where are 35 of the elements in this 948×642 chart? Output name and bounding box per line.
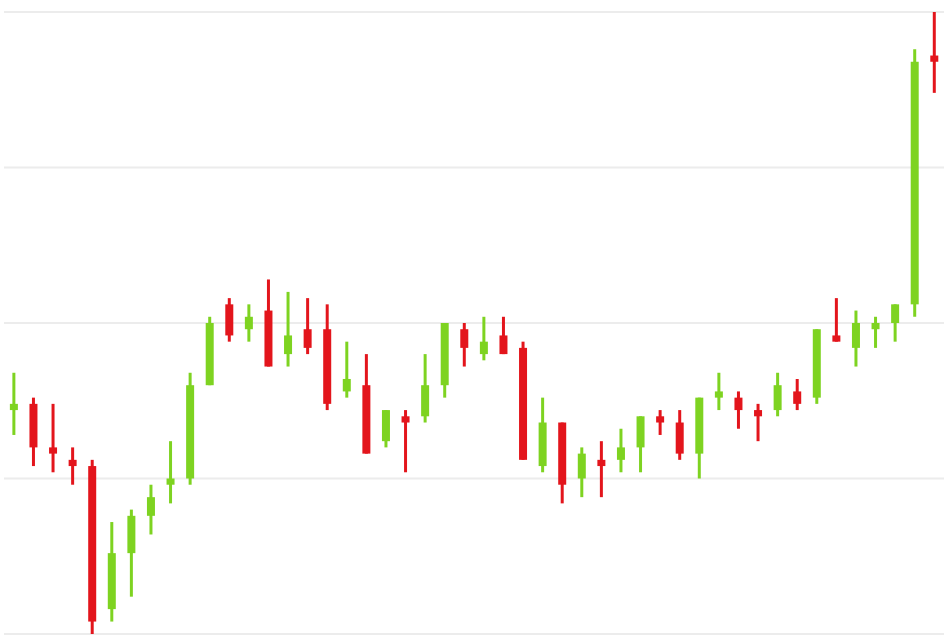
candlestick bbox=[225, 296, 234, 344]
candlestick bbox=[342, 340, 351, 400]
candlestick bbox=[871, 315, 880, 350]
candlestick bbox=[891, 302, 900, 344]
candlestick bbox=[616, 427, 625, 474]
candlestick bbox=[381, 408, 390, 449]
candlestick bbox=[930, 12, 939, 95]
candlestick bbox=[538, 396, 547, 474]
candlestick bbox=[29, 396, 38, 468]
candlestick bbox=[656, 408, 665, 437]
candlestick bbox=[851, 309, 860, 369]
candlestick bbox=[460, 321, 469, 369]
candlestick bbox=[421, 352, 430, 425]
candlestick bbox=[244, 302, 253, 344]
candlestick bbox=[499, 315, 508, 356]
candlestick bbox=[832, 296, 841, 344]
candlestick bbox=[49, 402, 58, 474]
candlestick bbox=[734, 389, 743, 431]
candlestick bbox=[636, 414, 645, 474]
candlestick bbox=[754, 402, 763, 443]
candlestick bbox=[166, 439, 175, 505]
candlestick bbox=[68, 445, 77, 487]
candlestick bbox=[793, 377, 802, 412]
candlestick bbox=[303, 296, 312, 356]
candlestick bbox=[714, 371, 723, 412]
candlestick bbox=[479, 315, 488, 362]
candlestick bbox=[597, 439, 606, 499]
candlestick bbox=[9, 371, 18, 437]
candlestick bbox=[127, 508, 136, 599]
candlestick bbox=[773, 371, 782, 418]
candlestick bbox=[146, 483, 155, 536]
candlestick bbox=[284, 290, 293, 369]
candlestick bbox=[577, 445, 586, 499]
candlestick bbox=[401, 408, 410, 474]
candlestick bbox=[675, 408, 684, 462]
